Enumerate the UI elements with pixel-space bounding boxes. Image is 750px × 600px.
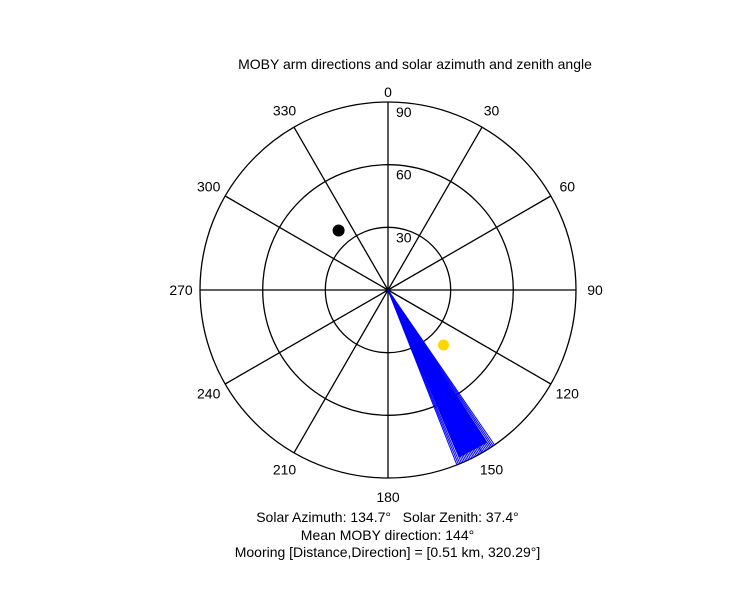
angle-label-300: 300 bbox=[197, 179, 221, 195]
spoke-330 bbox=[293, 126, 389, 291]
chart-title: MOBY arm directions and solar azimuth an… bbox=[238, 56, 592, 72]
angle-label-330: 330 bbox=[273, 103, 297, 119]
moby-arm-lines bbox=[387, 289, 495, 466]
ring-60 bbox=[262, 164, 514, 416]
spoke-60 bbox=[387, 195, 552, 291]
solar-zenith-text: Solar Zenith: 37.4° bbox=[402, 509, 519, 525]
mooring-marker bbox=[332, 224, 345, 237]
mean-direction-caption: Mean MOBY direction: 144° bbox=[300, 527, 475, 543]
spoke-300 bbox=[224, 195, 389, 291]
arm-line-26 bbox=[387, 289, 458, 466]
radial-label-60: 60 bbox=[396, 167, 412, 183]
spoke-120 bbox=[387, 289, 552, 385]
solar-info-caption: Solar Azimuth: 134.7° Solar Zenith: 37.4… bbox=[0, 508, 750, 526]
polar-grid bbox=[199, 101, 577, 479]
radial-label-90: 90 bbox=[396, 104, 412, 120]
angle-label-90: 90 bbox=[587, 282, 603, 298]
spoke-210 bbox=[293, 289, 389, 454]
spoke-30 bbox=[387, 126, 483, 291]
ring-90 bbox=[199, 101, 577, 479]
angle-label-0: 0 bbox=[384, 84, 392, 100]
ring-30 bbox=[324, 226, 452, 354]
radial-tick-labels: 30 60 90 bbox=[396, 104, 412, 245]
spoke-240 bbox=[224, 289, 389, 385]
radial-label-30: 30 bbox=[396, 229, 412, 245]
sun-marker bbox=[438, 339, 449, 351]
arm-wedge bbox=[388, 290, 488, 458]
angle-label-270: 270 bbox=[169, 282, 193, 298]
angle-label-120: 120 bbox=[556, 386, 580, 402]
angle-label-150: 150 bbox=[480, 461, 504, 477]
angle-label-30: 30 bbox=[484, 103, 500, 119]
angle-tick-labels: 0 30 60 90 120 150 180 210 240 270 300 330 bbox=[169, 84, 603, 505]
angle-label-210: 210 bbox=[273, 461, 297, 477]
mooring-caption: Mooring [Distance,Direction] = [0.51 km,… bbox=[234, 544, 541, 560]
chart-markers bbox=[332, 224, 449, 351]
angle-label-180: 180 bbox=[376, 489, 400, 505]
angle-label-240: 240 bbox=[197, 386, 221, 402]
angle-label-60: 60 bbox=[560, 179, 576, 195]
solar-azimuth-text: Solar Azimuth: 134.7° bbox=[256, 509, 391, 525]
